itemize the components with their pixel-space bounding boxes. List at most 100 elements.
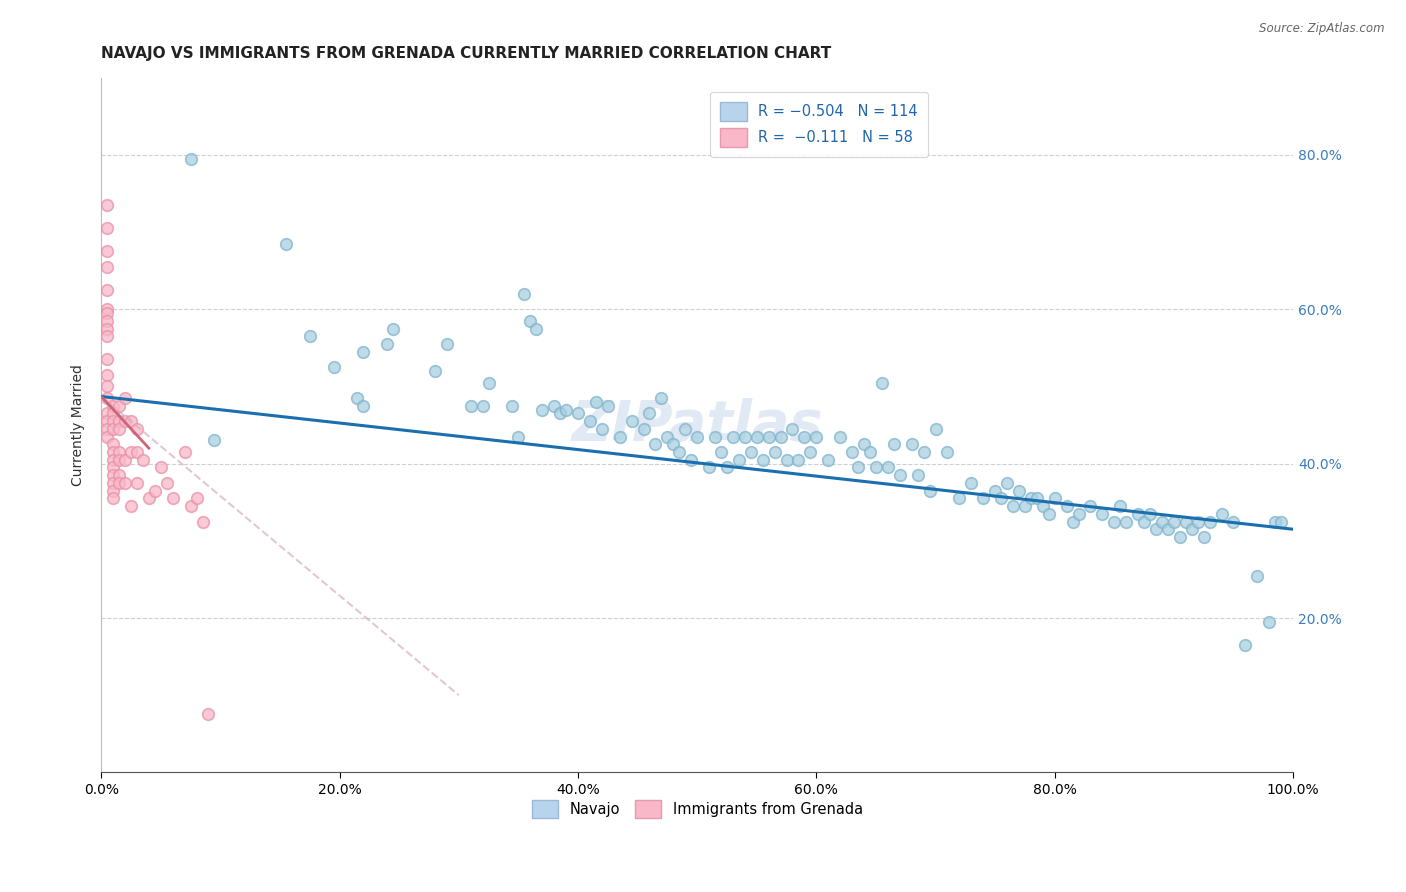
Text: ZIPatlas: ZIPatlas xyxy=(571,398,823,452)
Point xyxy=(1115,515,1137,529)
Point xyxy=(96,314,118,328)
Point xyxy=(555,402,578,417)
Point xyxy=(322,360,344,375)
Point xyxy=(101,468,124,483)
Point xyxy=(101,491,124,506)
Point xyxy=(853,437,876,451)
Point xyxy=(883,437,905,451)
Point xyxy=(114,391,136,405)
Point xyxy=(96,391,118,405)
Point xyxy=(650,391,672,405)
Point xyxy=(375,337,398,351)
Point xyxy=(501,399,523,413)
Point xyxy=(120,414,142,428)
Point xyxy=(471,399,494,413)
Point xyxy=(180,499,202,513)
Point xyxy=(114,452,136,467)
Point xyxy=(686,429,709,443)
Point xyxy=(1258,615,1281,629)
Point xyxy=(543,399,565,413)
Point xyxy=(101,475,124,490)
Point xyxy=(1192,530,1215,544)
Point xyxy=(1144,522,1167,536)
Point xyxy=(101,483,124,498)
Point xyxy=(548,407,571,421)
Point xyxy=(274,236,297,251)
Point xyxy=(1174,515,1197,529)
Point xyxy=(745,429,768,443)
Point xyxy=(96,329,118,343)
Point xyxy=(519,314,541,328)
Point xyxy=(96,407,118,421)
Point xyxy=(1008,483,1031,498)
Point xyxy=(346,391,368,405)
Point xyxy=(524,321,547,335)
Point xyxy=(1056,499,1078,513)
Point xyxy=(1067,507,1090,521)
Point xyxy=(96,379,118,393)
Point xyxy=(1157,522,1180,536)
Point xyxy=(132,452,155,467)
Point xyxy=(1139,507,1161,521)
Point xyxy=(591,422,613,436)
Text: Source: ZipAtlas.com: Source: ZipAtlas.com xyxy=(1260,22,1385,36)
Point xyxy=(1104,515,1126,529)
Point xyxy=(513,286,536,301)
Point xyxy=(1001,499,1024,513)
Point xyxy=(657,429,679,443)
Point xyxy=(727,452,749,467)
Point xyxy=(948,491,970,506)
Point xyxy=(96,429,118,443)
Point xyxy=(960,475,983,490)
Point xyxy=(596,399,619,413)
Point xyxy=(96,283,118,297)
Point xyxy=(101,414,124,428)
Point xyxy=(108,475,131,490)
Point xyxy=(668,445,690,459)
Point xyxy=(125,422,148,436)
Point xyxy=(704,429,727,443)
Point xyxy=(782,422,804,436)
Point xyxy=(620,414,643,428)
Point xyxy=(1126,507,1149,521)
Point xyxy=(763,445,786,459)
Point xyxy=(96,244,118,259)
Point xyxy=(841,445,863,459)
Point xyxy=(1091,507,1114,521)
Point xyxy=(382,321,405,335)
Point xyxy=(101,399,124,413)
Point xyxy=(936,445,959,459)
Point xyxy=(1080,499,1102,513)
Point xyxy=(1222,515,1244,529)
Point xyxy=(96,221,118,235)
Point xyxy=(758,429,780,443)
Point xyxy=(673,422,696,436)
Point xyxy=(96,198,118,212)
Point xyxy=(114,475,136,490)
Point xyxy=(191,515,214,529)
Point xyxy=(907,468,929,483)
Point xyxy=(1025,491,1047,506)
Point xyxy=(1234,638,1257,652)
Point xyxy=(143,483,166,498)
Point xyxy=(889,468,911,483)
Point xyxy=(197,707,219,722)
Point xyxy=(1043,491,1066,506)
Point xyxy=(870,376,893,390)
Point xyxy=(775,452,797,467)
Point xyxy=(96,352,118,367)
Point xyxy=(96,368,118,382)
Point xyxy=(638,407,661,421)
Point xyxy=(900,437,922,451)
Point xyxy=(1014,499,1036,513)
Point xyxy=(697,460,720,475)
Point xyxy=(120,445,142,459)
Point xyxy=(995,475,1018,490)
Point xyxy=(298,329,321,343)
Point xyxy=(108,422,131,436)
Point xyxy=(101,437,124,451)
Point xyxy=(460,399,482,413)
Point xyxy=(1032,499,1054,513)
Point xyxy=(1168,530,1191,544)
Point xyxy=(138,491,160,506)
